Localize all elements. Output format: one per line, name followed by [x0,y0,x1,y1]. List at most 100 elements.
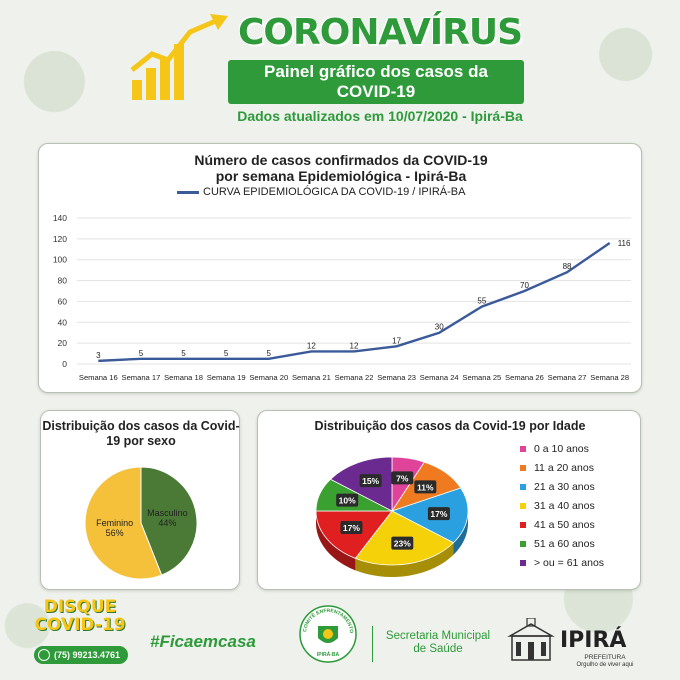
disque-line-2: COVID-19 [34,615,126,635]
slice-label-box [414,480,437,494]
legend-swatch [520,540,526,547]
legend-label: 11 a 20 anos [534,461,594,474]
x-tick-label: Semana 23 [377,373,416,382]
legend-label: 41 a 50 anos [534,518,595,531]
slice-value: 17% [343,523,360,533]
data-label: 5 [139,349,144,358]
data-label: 5 [267,349,272,358]
disque-covid-logo: DISQUE COVID-19 [30,598,130,634]
legend-swatch [520,559,526,566]
data-label: 5 [181,349,186,358]
page-banner: Painel gráfico dos casos da COVID-19 [228,60,524,104]
x-tick-label: Semana 20 [249,373,288,382]
data-label: 5 [224,349,229,358]
data-label: 70 [520,281,529,290]
line-chart-legend: CURVA EPIDEMIOLÓGICA DA COVID-19 / IPIRÁ… [177,186,465,198]
phone-badge[interactable]: (75) 99213.4761 [34,646,128,664]
line-chart-title-1: Número de casos confirmados da COVID-19 [194,152,488,168]
slice-value: 23% [394,539,411,549]
pie-side [453,511,468,555]
legend-swatch [520,464,526,471]
banner-line-2: COVID-19 [336,82,416,101]
x-tick-label: Semana 21 [292,373,331,382]
y-tick-label: 140 [53,213,67,223]
x-tick-label: Semana 26 [505,373,544,382]
legend-label: 0 a 10 anos [534,442,589,455]
city-hall-icon [507,618,555,661]
x-tick-label: Semana 22 [335,373,374,382]
data-label: 116 [618,239,631,248]
slice-label: Masculino [147,508,188,518]
age-pie-legend: 0 a 10 anos 11 a 20 anos 21 a 30 anos 31 a … [520,439,604,572]
x-tick-label: Semana 28 [590,373,629,382]
x-tick-label: Semana 27 [548,373,587,382]
age-pie-panel: Distribuição dos casos da Covid-19 por I… [257,410,641,590]
slice-label-box [427,507,450,521]
legend-item: 11 a 20 anos [520,458,604,477]
y-tick-label: 60 [58,296,68,306]
legend-label: > ou = 61 anos [534,556,605,569]
data-label: 3 [96,351,101,360]
data-label: 17 [392,336,401,345]
data-label: 88 [563,262,572,271]
brand-title: CORONAVÍRUS [238,12,523,53]
y-tick-label: 0 [62,359,67,369]
slice-value: 44% [158,518,176,528]
y-tick-label: 100 [53,255,67,265]
slice-value: 10% [339,496,356,506]
legend-item: 41 a 50 anos [520,515,604,534]
data-label: 55 [477,297,486,306]
line-chart-title-2: por semana Epidemiológica - Ipirá-Ba [215,168,467,184]
slice-value: 56% [106,528,124,538]
hashtag: #Ficaemcasa [150,632,256,651]
phone-number: (75) 99213.4761 [54,650,121,660]
pie-slice [315,510,393,559]
committee-seal-logo: COMITÊ ENFRENTAMENTO COVID-19 IPIRÁ-BA [296,604,357,663]
x-tick-label: Semana 19 [207,373,246,382]
x-tick-label: Semana 16 [79,373,118,382]
banner-line-1: Painel gráfico dos casos da [264,62,488,81]
legend-label: 31 a 40 anos [534,499,595,512]
legend-swatch [520,483,526,490]
sex-pie-panel: Distribuição dos casos da Covid-19 por s… [40,410,240,590]
slice-label: Feminino [96,518,133,528]
series-line [98,242,611,363]
legend-series-label: CURVA EPIDEMIOLÓGICA DA COVID-19 / IPIRÁ… [203,186,466,198]
legend-item: > ou = 61 anos [520,553,604,572]
slice-label-box [336,493,359,507]
ipira-slogan: Orgulho de viver aqui [576,662,634,668]
disque-line-1: DISQUE [43,597,117,617]
legend-swatch [177,190,199,194]
data-label: 12 [350,341,359,350]
sex-pie-title: Distribuição dos casos da Covid-19 por s… [42,419,240,448]
pie-side [355,542,454,577]
slice-value: 11% [417,482,434,492]
secretaria-label: Secretaria Municipal de Saúde [385,630,491,655]
x-tick-label: Semana 24 [420,373,459,382]
pie-side [316,511,356,571]
slice-label-box [340,521,363,535]
slice-value: 15% [362,476,379,486]
pie-slice-masculino [140,466,198,576]
ipira-wordmark: IPIRÁ [560,628,627,653]
line-chart-panel: Número de casos confirmados da COVID-19 … [38,143,642,393]
prefeitura-label: PREFEITURA [584,654,626,661]
seal-bottom-text: IPIRÁ-BA [317,651,340,658]
y-tick-label: 120 [53,234,67,244]
x-tick-label: Semana 25 [462,373,501,382]
pie-slice-feminino [84,466,163,580]
legend-swatch [520,521,526,528]
slice-label-box [391,471,414,485]
footer-divider [372,626,373,662]
y-tick-label: 40 [58,317,68,327]
x-tick-label: Semana 17 [122,373,161,382]
legend-item: 21 a 30 anos [520,477,604,496]
age-pie-title: Distribuição dos casos da Covid-19 por I… [314,419,586,433]
legend-item: 51 a 60 anos [520,534,604,553]
y-tick-label: 80 [58,276,68,286]
data-label: 30 [435,323,444,332]
growth-chart-icon [130,14,228,100]
legend-item: 0 a 10 anos [520,439,604,458]
